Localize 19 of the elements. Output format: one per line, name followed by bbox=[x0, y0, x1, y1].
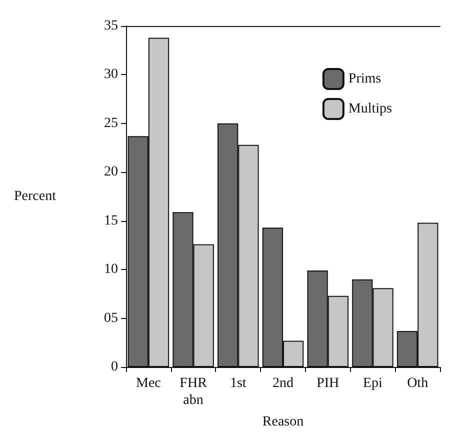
y-tick-label: 25 bbox=[104, 116, 118, 131]
y-tick-label: 05 bbox=[104, 310, 118, 326]
x-tick-label: FHR abn bbox=[180, 376, 208, 408]
y-axis-title: Percent bbox=[14, 189, 56, 204]
x-tick-label: PIH bbox=[316, 376, 340, 391]
legend-label: Prims bbox=[348, 72, 382, 86]
x-tick-label: 2nd bbox=[272, 376, 294, 391]
x-tick-label: 1st bbox=[230, 376, 246, 391]
y-tick-label: 30 bbox=[104, 67, 118, 82]
x-tick-label: Epi bbox=[362, 376, 383, 391]
y-tick-label: 35 bbox=[104, 18, 118, 34]
y-tick-label: 0 bbox=[111, 360, 118, 374]
legend-label: Multips bbox=[348, 102, 392, 116]
x-axis-title: Reason bbox=[262, 414, 304, 430]
y-tick-label: 20 bbox=[104, 164, 118, 180]
x-tick-label: Oth bbox=[407, 376, 428, 391]
y-tick-label: 15 bbox=[104, 213, 118, 228]
y-tick-label: 10 bbox=[104, 262, 118, 278]
x-tick-label: Mec bbox=[136, 376, 161, 391]
